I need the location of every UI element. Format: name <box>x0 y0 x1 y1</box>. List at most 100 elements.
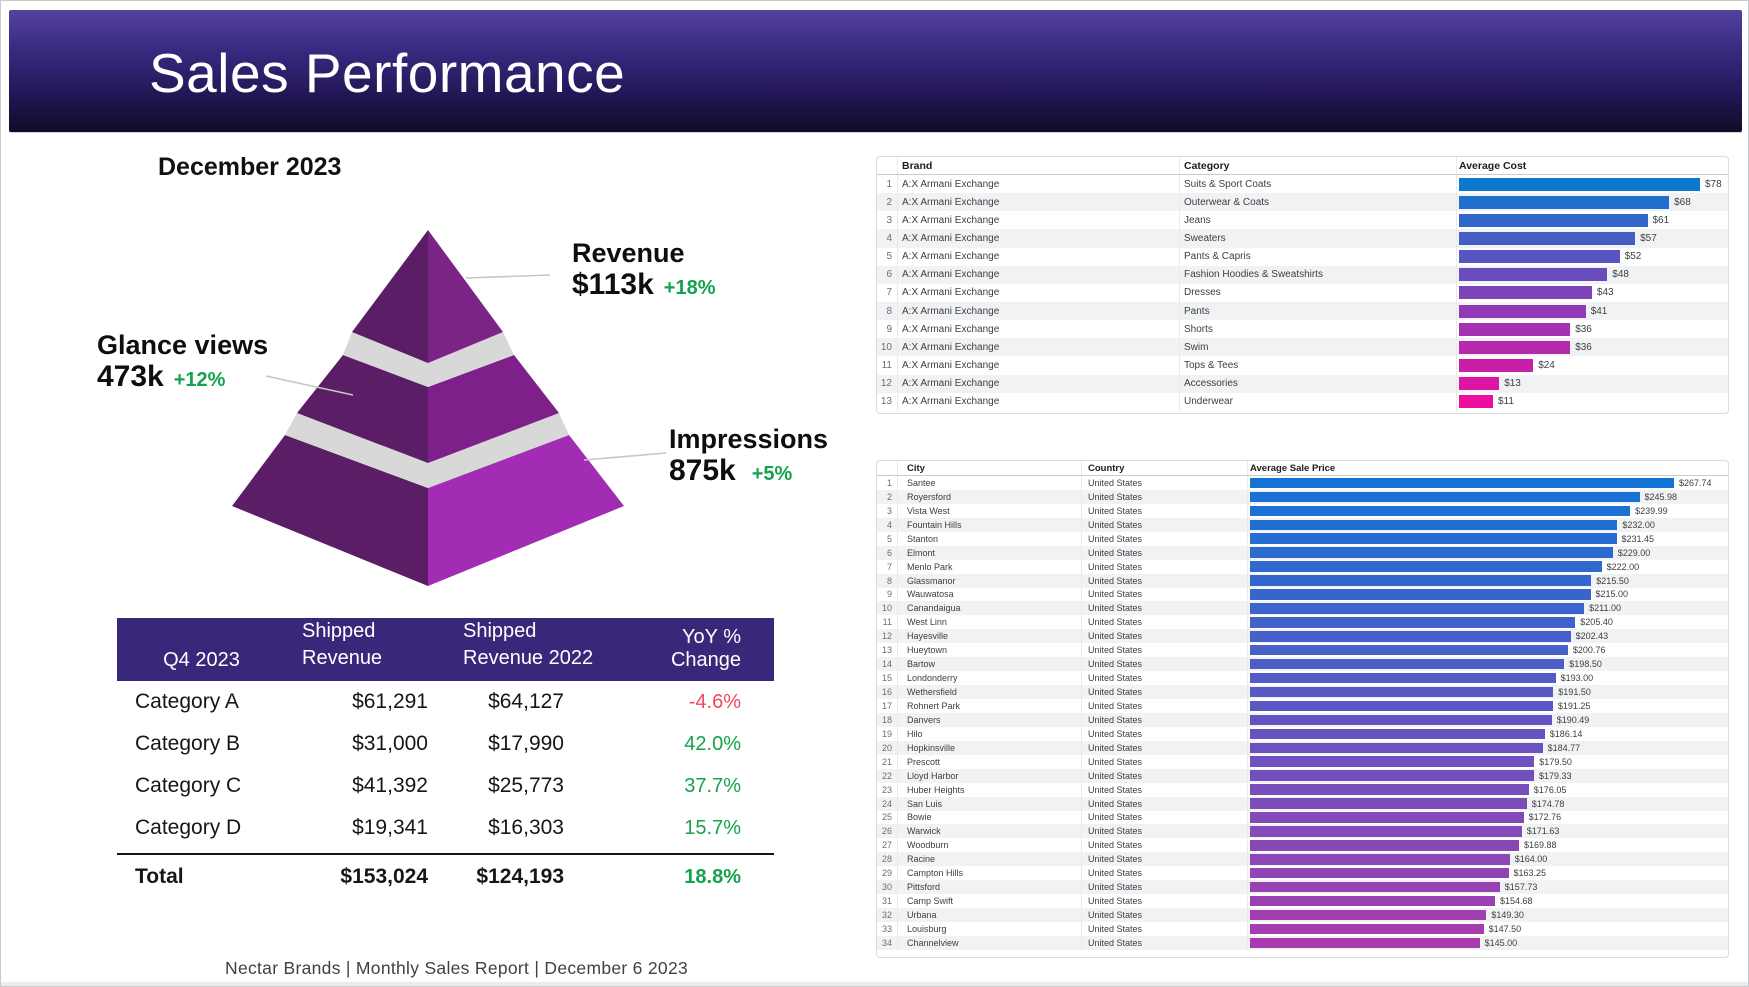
metric-value: $113k <box>572 268 654 302</box>
bar <box>1250 714 1552 726</box>
cell: Pittsford <box>897 880 1081 895</box>
bar-value-label: $215.50 <box>1596 575 1629 586</box>
average-cost-column-header[interactable]: Average Cost <box>1456 157 1728 174</box>
header-line: Revenue <box>302 647 383 669</box>
category-column-header[interactable]: Category <box>1179 157 1456 174</box>
bar-value-label: $43 <box>1596 287 1614 299</box>
country-column-header[interactable]: Country <box>1081 461 1247 475</box>
bar <box>1250 923 1484 935</box>
cell: Lloyd Harbor <box>897 768 1081 783</box>
cell: Canandaigua <box>897 601 1081 616</box>
quarterly-revenue-table: Q4 2023 Shipped Revenue Shipped Revenue … <box>117 618 774 899</box>
funnel-pyramid-chart <box>232 230 667 586</box>
cell: Wethersfield <box>897 685 1081 699</box>
table-row: 1 Santee United States $267.74 <box>877 476 1728 490</box>
bar-cell: $267.74 <box>1247 476 1728 490</box>
column-header-shipped-revenue: Shipped Revenue <box>286 618 446 682</box>
table-row: 9 A:X Armani Exchange Shorts $36 <box>877 320 1728 339</box>
average-sale-price-column-header[interactable]: Average Sale Price <box>1247 461 1728 475</box>
row-index: 31 <box>881 896 892 907</box>
table-body: 1 Santee United States $267.74 2 Royersford Un… <box>877 476 1728 950</box>
bar-cell: $145.00 <box>1247 935 1728 950</box>
city-column-header[interactable]: City <box>897 461 1081 475</box>
table-row: 7 Menlo Park United States $222.00 <box>877 559 1728 574</box>
table-row: 22 Lloyd Harbor United States $179.33 <box>877 768 1728 783</box>
cell: United States <box>1081 935 1247 950</box>
bar-cell: $193.00 <box>1247 671 1728 686</box>
cell: Fashion Hoodies & Sweatshirts <box>1179 265 1456 284</box>
bar <box>1459 358 1534 372</box>
bar <box>1250 477 1674 489</box>
row-index: 10 <box>880 341 892 353</box>
bar-cell: $68 <box>1456 193 1728 212</box>
bar-value-label: $171.63 <box>1526 826 1560 837</box>
cell: United States <box>1081 657 1247 672</box>
bar <box>1250 505 1631 517</box>
table-row: 20 Hopkinsville United States $184.77 <box>877 740 1728 755</box>
bar-cell: $48 <box>1456 265 1728 284</box>
cell: United States <box>1081 880 1247 895</box>
bar-cell: $184.77 <box>1247 740 1728 755</box>
cell: Underwear <box>1179 392 1456 411</box>
bar-cell: $179.50 <box>1247 754 1728 769</box>
table-row: 18 Danvers United States $190.49 <box>877 712 1728 727</box>
cell: Hilo <box>897 726 1081 741</box>
table-row: 2 Royersford United States $245.98 <box>877 489 1728 504</box>
column-header-yoy-change: YoY % Change <box>670 626 741 671</box>
cell: Urbana <box>897 908 1081 922</box>
row-index: 22 <box>881 770 892 781</box>
cell: Londonderry <box>897 671 1081 686</box>
bar-cell: $172.76 <box>1247 810 1728 825</box>
bar-value-label: $36 <box>1575 341 1592 353</box>
bar <box>1250 644 1568 656</box>
report-footer-text: Nectar Brands | Monthly Sales Report | D… <box>225 958 689 978</box>
bar-cell: $11 <box>1456 392 1728 411</box>
bar-cell: $215.50 <box>1247 573 1728 588</box>
bar-cell: $190.49 <box>1247 712 1728 727</box>
cell: Hayesville <box>897 629 1081 644</box>
table-row: 3 Vista West United States $239.99 <box>877 503 1728 518</box>
cell: A:X Armani Exchange <box>897 374 1179 393</box>
bar-value-label: $179.50 <box>1539 756 1572 767</box>
row-index: 24 <box>881 798 892 809</box>
row-index: 5 <box>886 533 892 544</box>
funnel-gap-band <box>285 413 569 488</box>
average-sale-price-table-card: City Country Average Sale Price 1 Santee U… <box>876 460 1729 958</box>
metric-name: Revenue <box>572 238 685 268</box>
row-index: 9 <box>886 323 892 335</box>
table-row: 23 Huber Heights United States $176.05 <box>877 782 1728 797</box>
funnel-gap-band <box>343 332 514 387</box>
table-row: Category C $41,392 $25,773 37.7% <box>117 765 774 807</box>
row-index: 27 <box>881 840 892 851</box>
table-row: Category B $31,000 $17,990 42.0% <box>117 723 774 765</box>
bar-value-label: $200.76 <box>1572 645 1606 656</box>
bar-value-label: $176.05 <box>1533 784 1567 795</box>
bar <box>1250 784 1529 795</box>
bar <box>1250 700 1553 712</box>
bar-value-label: $222.00 <box>1606 561 1640 572</box>
cell: A:X Armani Exchange <box>897 211 1179 230</box>
row-index: 6 <box>886 269 892 281</box>
cell: Bartow <box>897 657 1081 672</box>
cell: Menlo Park <box>897 559 1081 574</box>
bar-cell: $157.73 <box>1247 880 1728 895</box>
cell: Louisburg <box>897 922 1081 936</box>
cell: Camp Swift <box>897 894 1081 909</box>
table-body: 1 A:X Armani Exchange Suits & Sport Coats $… <box>877 175 1728 411</box>
brand-column-header[interactable]: Brand <box>897 157 1179 174</box>
row-index: 10 <box>881 603 892 614</box>
table-row: 2 A:X Armani Exchange Outerwear & Coats $68 <box>877 193 1728 212</box>
cell: A:X Armani Exchange <box>897 229 1179 248</box>
bar <box>1250 756 1535 767</box>
table-row: 3 A:X Armani Exchange Jeans $61 <box>877 211 1728 230</box>
row-index: 34 <box>881 937 892 948</box>
table-row: 31 Camp Swift United States $154.68 <box>877 894 1728 909</box>
bar-value-label: $198.50 <box>1569 659 1602 670</box>
bar-cell: $61 <box>1456 211 1728 230</box>
row-index: 19 <box>881 728 892 739</box>
table-row: 5 A:X Armani Exchange Pants & Capris $52 <box>877 247 1728 266</box>
row-index: 11 <box>881 359 892 371</box>
cell: Pants <box>1179 301 1456 321</box>
cell: United States <box>1081 768 1247 783</box>
